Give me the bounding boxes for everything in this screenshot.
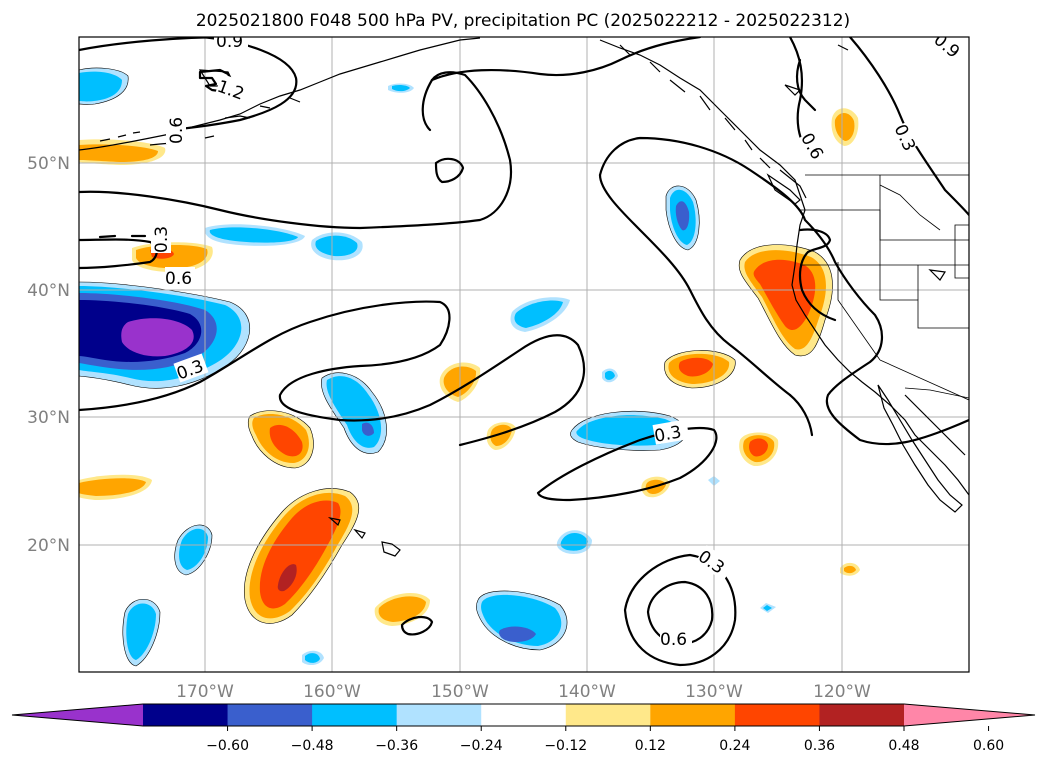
map-frame — [78, 36, 970, 673]
colorbar-segment — [650, 704, 736, 726]
pv-contours — [79, 37, 969, 667]
lon-label: 160°W — [303, 682, 361, 702]
colorbar-tick-label: 0.36 — [804, 738, 835, 754]
colorbar-tick-label: 0.24 — [719, 738, 750, 754]
contour-label: 0.6 — [660, 630, 687, 650]
colorbar-segment — [312, 704, 398, 726]
contour-label: 0.3 — [152, 226, 172, 253]
colorbar-segment — [143, 704, 229, 726]
map-title: 2025021800 F048 500 hPa PV, precipitatio… — [196, 11, 850, 31]
lat-label: 50°N — [27, 154, 70, 174]
colorbar-extend-max — [904, 704, 1035, 726]
lon-labels: 170°W 160°W 150°W 140°W 130°W 120°W — [176, 682, 871, 702]
colorbar-extend-min — [12, 704, 143, 726]
lat-labels: 50°N 40°N 30°N 20°N — [27, 154, 70, 556]
lon-label: 140°W — [558, 682, 616, 702]
colorbar-tick-label: −0.12 — [544, 738, 587, 754]
precip-shading — [79, 68, 860, 666]
contour-label: 0.6 — [167, 117, 187, 144]
colorbar-segment — [481, 704, 567, 726]
colorbar-segment — [227, 704, 313, 726]
lat-label: 20°N — [27, 536, 70, 556]
colorbar-segment — [565, 704, 651, 726]
lat-label: 40°N — [27, 281, 70, 301]
colorbar-tick-label: −0.60 — [206, 738, 249, 754]
colorbar-tick-label: 0.48 — [888, 738, 919, 754]
lon-label: 170°W — [176, 682, 234, 702]
colorbar-segment — [819, 704, 905, 726]
lat-label: 30°N — [27, 408, 70, 428]
gridlines — [79, 37, 969, 672]
colorbar-tick-label: −0.48 — [291, 738, 334, 754]
colorbar-tick-label: 0.60 — [973, 738, 1004, 754]
colorbar: −0.60 −0.48 −0.36 −0.24 −0.12 0.12 0.24 0.36 0.4… — [11, 703, 1036, 754]
colorbar-tick-label: 0.12 — [635, 738, 666, 754]
map-panel: 0.9 1.2 0.9 0.6 0.3 0.6 0.3 0.3 0.3 0.6 … — [79, 32, 969, 672]
colorbar-tick-label: −0.24 — [460, 738, 503, 754]
colorbar-tick-label: −0.36 — [375, 738, 418, 754]
colorbar-segment — [396, 704, 482, 726]
borders — [800, 174, 969, 401]
lon-label: 150°W — [431, 682, 489, 702]
contour-label: 0.6 — [165, 269, 192, 289]
lon-label: 120°W — [813, 682, 871, 702]
coastlines — [79, 37, 969, 557]
contour-label: 0.9 — [216, 32, 243, 52]
lon-label: 130°W — [685, 682, 743, 702]
contour-label: 0.3 — [653, 422, 683, 446]
colorbar-segment — [734, 704, 820, 726]
